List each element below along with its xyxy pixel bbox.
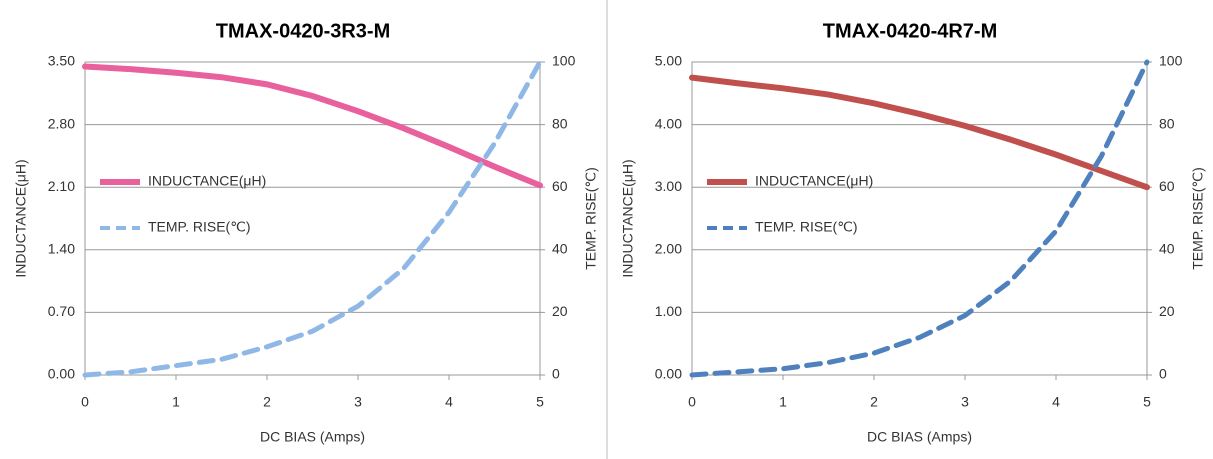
chart-title: TMAX-0420-3R3-M xyxy=(216,20,390,42)
x-tick-label: 2 xyxy=(870,394,878,410)
y2-tick-label: 0 xyxy=(552,366,560,382)
y-tick-label: 0.70 xyxy=(48,303,75,319)
legend-label: TEMP. RISE(℃) xyxy=(755,219,858,235)
legend-label: INDUCTANCE(μH) xyxy=(148,173,266,189)
series-line xyxy=(689,59,1150,378)
y-tick-label: 0.00 xyxy=(655,366,682,382)
x-tick-label: 5 xyxy=(1143,394,1151,410)
y-tick-label: 3.50 xyxy=(48,53,75,69)
y2-tick-label: 40 xyxy=(1159,241,1175,257)
y-tick-label: 3.00 xyxy=(655,178,682,194)
y2-tick-label: 100 xyxy=(1159,53,1183,69)
y2-tick-label: 60 xyxy=(1159,178,1175,194)
y-tick-label: 2.10 xyxy=(48,178,75,194)
x-axis-label: DC BIAS (Amps) xyxy=(867,429,972,445)
x-tick-label: 0 xyxy=(81,394,89,410)
y-tick-label: 2.00 xyxy=(655,241,682,257)
x-tick-label: 1 xyxy=(779,394,787,410)
y-tick-label: 4.00 xyxy=(655,115,682,131)
series-line xyxy=(689,74,1150,191)
y-tick-label: 5.00 xyxy=(655,53,682,69)
y-tick-label: 1.40 xyxy=(48,241,75,257)
x-tick-label: 3 xyxy=(961,394,969,410)
x-tick-label: 5 xyxy=(536,394,544,410)
y2-tick-label: 80 xyxy=(552,115,568,131)
legend-label: INDUCTANCE(μH) xyxy=(755,173,873,189)
x-tick-label: 4 xyxy=(1052,394,1060,410)
y2-tick-label: 100 xyxy=(552,53,576,69)
x-tick-label: 3 xyxy=(354,394,362,410)
series-line xyxy=(82,63,543,189)
y2-tick-label: 20 xyxy=(1159,303,1175,319)
y2-tick-label: 40 xyxy=(552,241,568,257)
chart-title: TMAX-0420-4R7-M xyxy=(823,20,997,42)
y2-tick-label: 20 xyxy=(552,303,568,319)
y2-axis-label: TEMP. RISE(℃) xyxy=(583,167,599,270)
y2-tick-label: 80 xyxy=(1159,115,1175,131)
y-tick-label: 2.80 xyxy=(48,115,75,131)
y-tick-label: 0.00 xyxy=(48,366,75,382)
x-tick-label: 4 xyxy=(445,394,453,410)
x-tick-label: 1 xyxy=(172,394,180,410)
y-axis-label: INDUCTANCE(μH) xyxy=(620,159,636,277)
x-axis-label: DC BIAS (Amps) xyxy=(260,429,365,445)
y-axis-label: INDUCTANCE(μH) xyxy=(13,159,29,277)
y-tick-label: 1.00 xyxy=(655,303,682,319)
y2-tick-label: 0 xyxy=(1159,366,1167,382)
y2-tick-label: 60 xyxy=(552,178,568,194)
y2-axis-label: TEMP. RISE(℃) xyxy=(1190,167,1206,270)
series-line xyxy=(82,59,543,378)
legend-label: TEMP. RISE(℃) xyxy=(148,219,251,235)
x-tick-label: 0 xyxy=(688,394,696,410)
x-tick-label: 2 xyxy=(263,394,271,410)
